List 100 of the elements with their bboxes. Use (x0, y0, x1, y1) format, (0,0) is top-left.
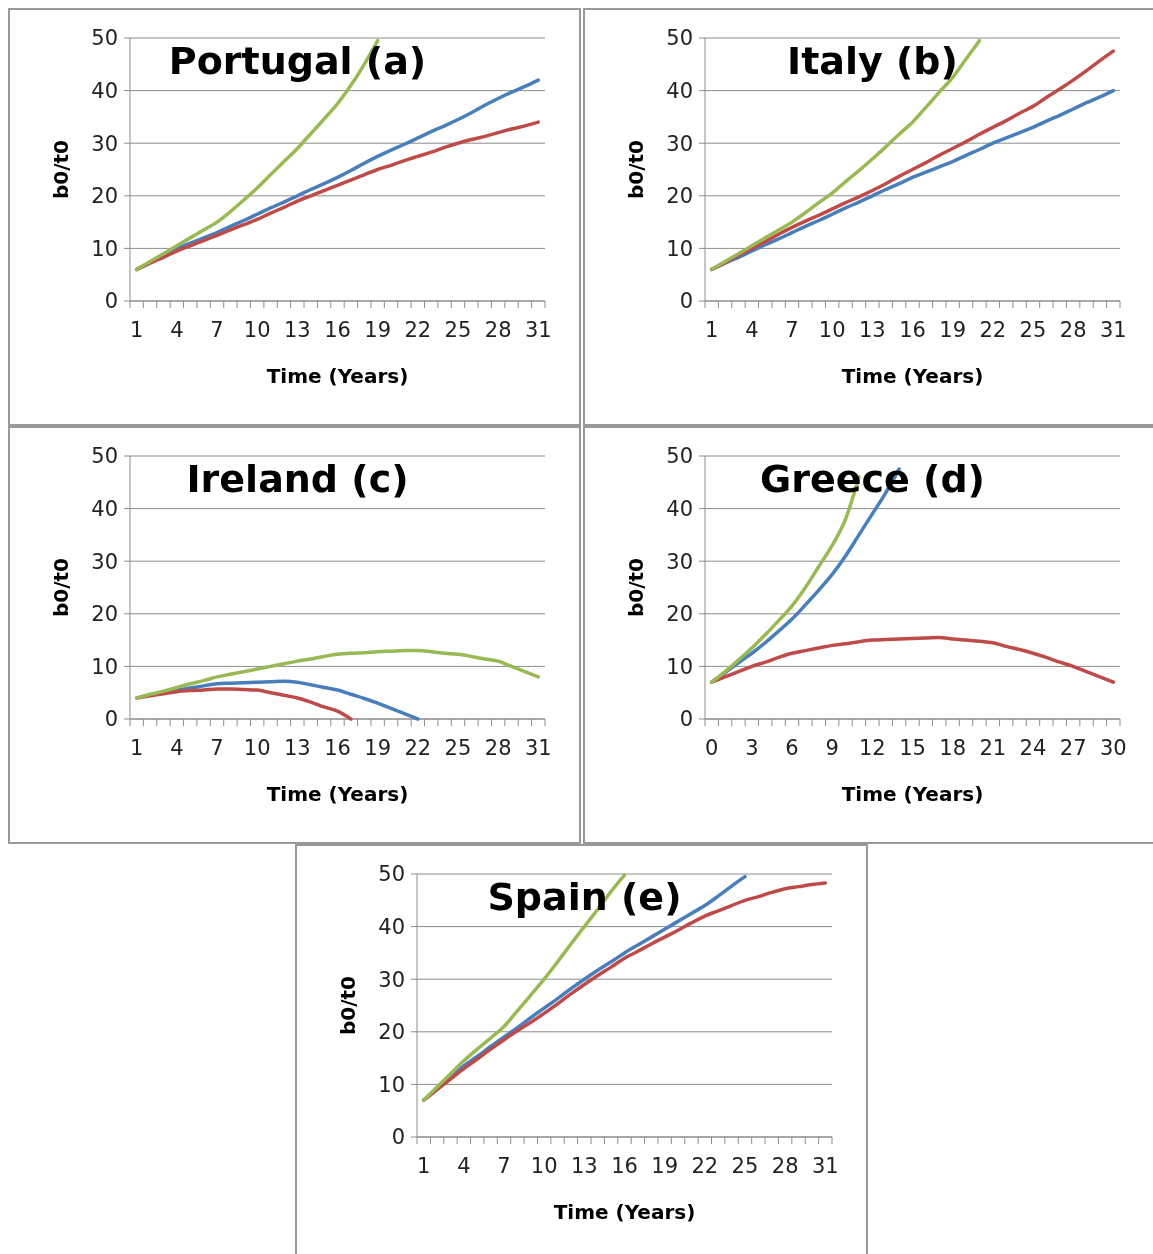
y-tick-label: 40 (666, 78, 693, 103)
x-tick-label: 9 (825, 736, 839, 760)
x-tick-label: 0 (705, 736, 719, 760)
x-tick-label: 4 (170, 736, 184, 760)
y-tick-label: 50 (91, 444, 118, 469)
x-tick-label: 1 (130, 736, 144, 760)
y-tick-label: 0 (391, 1125, 405, 1150)
x-tick-label: 7 (497, 1154, 511, 1178)
x-tick-label: 27 (1059, 736, 1087, 760)
y-tick-label: 30 (666, 131, 693, 156)
x-tick-label: 25 (444, 736, 472, 760)
x-tick-label: 19 (364, 736, 392, 760)
x-tick-label: 7 (785, 318, 799, 342)
x-tick-label: 16 (899, 318, 926, 342)
chart-title: Ireland (c) (186, 457, 409, 501)
x-tick-label: 19 (939, 318, 967, 342)
x-tick-label: 4 (170, 318, 184, 342)
x-tick-label: 25 (1019, 318, 1047, 342)
x-tick-label: 25 (444, 318, 472, 342)
x-tick-label: 12 (858, 736, 886, 760)
x-tick-label: 16 (324, 736, 351, 760)
y-tick-label: 40 (666, 496, 693, 521)
x-tick-label: 28 (484, 736, 512, 760)
x-tick-label: 22 (404, 318, 432, 342)
y-tick-label: 20 (666, 184, 693, 209)
x-tick-label: 10 (818, 318, 846, 342)
y-tick-label: 30 (91, 131, 118, 156)
x-axis-title: Time (Years) (266, 364, 409, 388)
y-tick-label: 50 (666, 26, 693, 51)
x-tick-label: 3 (745, 736, 759, 760)
y-tick-label: 10 (666, 654, 693, 679)
x-tick-label: 1 (705, 318, 719, 342)
chart-title: Portugal (a) (168, 39, 427, 83)
x-tick-label: 4 (457, 1154, 471, 1178)
y-tick-label: 50 (378, 862, 405, 887)
x-tick-label: 19 (364, 318, 392, 342)
x-tick-label: 1 (130, 318, 144, 342)
x-axis-title: Time (Years) (266, 782, 409, 806)
x-tick-label: 7 (210, 318, 224, 342)
y-tick-label: 0 (104, 707, 118, 732)
y-tick-label: 20 (666, 602, 693, 627)
x-tick-label: 10 (530, 1154, 558, 1178)
y-tick-label: 10 (91, 654, 118, 679)
x-tick-label: 18 (939, 736, 967, 760)
y-axis-title: b0/t0 (624, 557, 648, 618)
x-tick-label: 1 (417, 1154, 431, 1178)
y-tick-label: 10 (378, 1072, 405, 1097)
x-tick-label: 13 (283, 318, 311, 342)
y-tick-label: 0 (679, 289, 693, 314)
y-tick-label: 20 (91, 184, 118, 209)
x-tick-label: 13 (283, 736, 311, 760)
x-tick-label: 31 (524, 736, 552, 760)
y-tick-label: 20 (91, 602, 118, 627)
y-tick-label: 50 (91, 26, 118, 51)
y-tick-label: 40 (91, 496, 118, 521)
x-tick-label: 19 (651, 1154, 679, 1178)
x-axis-title: Time (Years) (841, 364, 984, 388)
line-series (709, 38, 982, 272)
x-tick-label: 10 (243, 318, 271, 342)
x-tick-label: 4 (745, 318, 759, 342)
x-tick-label: 6 (785, 736, 799, 760)
x-axis-title: Time (Years) (553, 1200, 696, 1224)
y-tick-label: 50 (666, 444, 693, 469)
x-tick-label: 28 (1059, 318, 1087, 342)
x-tick-label: 7 (210, 736, 224, 760)
y-tick-label: 0 (679, 707, 693, 732)
x-tick-label: 31 (524, 318, 552, 342)
y-tick-label: 40 (378, 914, 405, 939)
x-tick-label: 28 (484, 318, 512, 342)
line-series (134, 648, 541, 700)
x-tick-label: 22 (404, 736, 432, 760)
x-tick-label: 31 (811, 1154, 839, 1178)
y-axis-title: b0/t0 (49, 557, 73, 618)
y-tick-label: 0 (104, 289, 118, 314)
x-tick-label: 24 (1019, 736, 1047, 760)
x-tick-label: 28 (771, 1154, 799, 1178)
x-tick-label: 31 (1099, 318, 1127, 342)
x-tick-label: 30 (1099, 736, 1127, 760)
x-tick-label: 13 (570, 1154, 598, 1178)
x-tick-label: 15 (899, 736, 926, 760)
y-tick-label: 10 (91, 236, 118, 261)
y-tick-label: 30 (378, 967, 405, 992)
chart-title: Italy (b) (787, 39, 958, 83)
x-tick-label: 22 (979, 318, 1007, 342)
y-axis-title: b0/t0 (336, 975, 360, 1036)
y-axis-title: b0/t0 (49, 139, 73, 200)
x-tick-label: 22 (691, 1154, 719, 1178)
x-axis-title: Time (Years) (841, 782, 984, 806)
y-tick-label: 40 (91, 78, 118, 103)
y-tick-label: 30 (666, 549, 693, 574)
x-tick-label: 13 (858, 318, 886, 342)
y-axis-title: b0/t0 (624, 139, 648, 200)
x-tick-label: 16 (324, 318, 351, 342)
chart-title: Spain (e) (487, 875, 682, 919)
x-tick-label: 25 (731, 1154, 759, 1178)
y-tick-label: 30 (91, 549, 118, 574)
x-tick-label: 21 (979, 736, 1007, 760)
y-tick-label: 20 (378, 1020, 405, 1045)
x-tick-label: 16 (611, 1154, 638, 1178)
y-tick-label: 10 (666, 236, 693, 261)
